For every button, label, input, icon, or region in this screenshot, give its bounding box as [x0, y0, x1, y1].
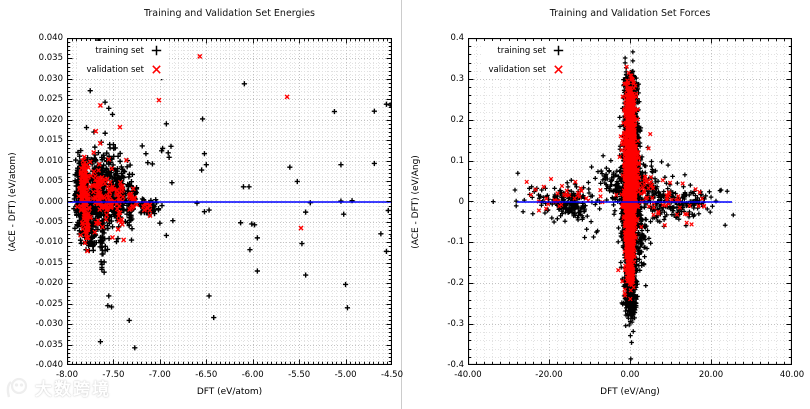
- y-tick-label: -0.3: [447, 319, 464, 330]
- x-tick-label: 40.00: [779, 370, 805, 380]
- x-tick-label: -7.00: [148, 370, 171, 380]
- y-tick-label: -0.035: [35, 339, 63, 350]
- y-tick-label: 0.3: [450, 73, 464, 84]
- plus-marker-icon: [151, 45, 162, 56]
- plus-marker-icon: [553, 45, 564, 56]
- y-tick-label: -0.025: [35, 298, 63, 309]
- energies-x-axis-label: DFT (eV/atom): [196, 387, 263, 397]
- forces-x-axis-label: DFT (eV/Ang): [600, 387, 660, 397]
- y-tick-label: 0.2: [450, 114, 464, 125]
- cross-marker-icon: [152, 65, 161, 74]
- kuajing-logo-icon: [6, 377, 28, 397]
- y-tick-label: 0.005: [38, 176, 63, 187]
- y-tick-label: -0.2: [447, 278, 464, 289]
- energies-plot-title: Training and Validation Set Energies: [143, 8, 316, 19]
- legend-item-validation-set: validation set: [79, 64, 168, 75]
- watermark: 大数跨境: [4, 375, 111, 400]
- forces-legend: training set validation set: [481, 41, 570, 79]
- y-tick-label: -0.040: [35, 360, 63, 370]
- x-tick-label: -7.50: [102, 370, 125, 380]
- y-tick-label: -0.010: [35, 237, 63, 248]
- y-tick-label: 0: [458, 196, 464, 207]
- legend-label-validation-set: validation set: [488, 64, 546, 75]
- y-tick-label: 0.040: [38, 33, 63, 43]
- legend-label-training-set: training set: [497, 45, 546, 56]
- energies-scatter-canvas: [67, 38, 392, 365]
- y-tick-label: 0.4: [450, 33, 464, 43]
- y-tick-label: 0.015: [38, 135, 63, 146]
- y-tick-label: 0.000: [38, 196, 63, 207]
- y-tick-label: 0.1: [450, 155, 464, 166]
- watermark-text: 大数跨境: [35, 380, 111, 400]
- plot-divider: [401, 0, 402, 409]
- x-tick-label: 0.00: [620, 370, 640, 380]
- y-tick-label: -0.020: [35, 278, 63, 289]
- y-tick-label: -0.015: [35, 257, 63, 268]
- x-tick-label: 20.00: [698, 370, 724, 380]
- legend-item-validation-set: validation set: [481, 64, 570, 75]
- x-tick-label: -8.00: [56, 370, 78, 380]
- legend-label-training-set: training set: [95, 45, 144, 56]
- y-tick-label: 0.010: [38, 155, 63, 166]
- x-tick-label: -6.50: [195, 370, 218, 380]
- y-tick-label: 0.035: [38, 53, 63, 64]
- y-tick-label: -0.030: [35, 319, 63, 330]
- forces-plot: Training and Validation Set Forces (ACE …: [405, 0, 810, 409]
- legend-label-validation-set: validation set: [86, 64, 144, 75]
- y-tick-label: -0.4: [447, 360, 464, 370]
- x-tick-label: -5.00: [334, 370, 357, 380]
- y-tick-label: 0.030: [38, 73, 63, 84]
- y-tick-label: 0.025: [38, 94, 63, 105]
- legend-item-training-set: training set: [79, 45, 168, 56]
- x-tick-label: -5.50: [288, 370, 311, 380]
- forces-scatter-canvas: [468, 38, 792, 365]
- x-tick-label: -20.00: [535, 370, 563, 380]
- y-tick-label: -0.1: [447, 237, 464, 248]
- x-tick-label: -6.00: [241, 370, 264, 380]
- cross-marker-icon: [554, 65, 563, 74]
- y-tick-label: 0.020: [38, 114, 63, 125]
- energies-plot: Training and Validation Set Energies (AC…: [8, 8, 403, 397]
- y-tick-label: -0.005: [35, 216, 63, 227]
- legend-item-training-set: training set: [481, 45, 570, 56]
- x-tick-label: -4.50: [381, 370, 403, 380]
- x-tick-label: -40.00: [454, 370, 482, 380]
- energies-legend: training set validation set: [79, 41, 168, 79]
- forces-plot-title: Training and Validation Set Forces: [549, 8, 711, 19]
